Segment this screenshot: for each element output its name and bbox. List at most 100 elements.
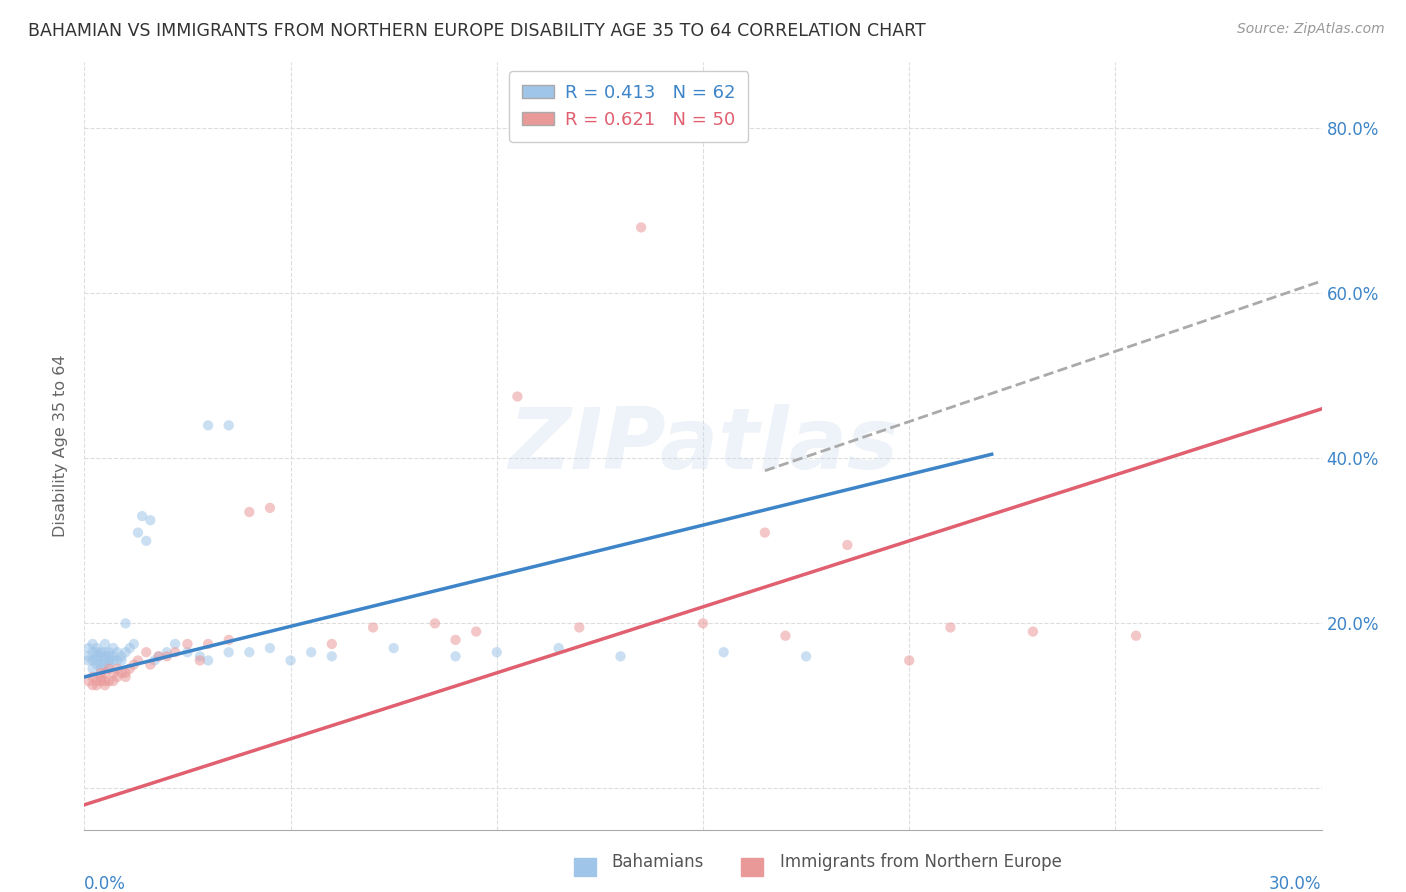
Point xyxy=(165,637,187,651)
Point xyxy=(280,653,302,667)
Point xyxy=(238,645,260,659)
Point xyxy=(197,637,219,651)
Point xyxy=(105,670,128,684)
Point xyxy=(423,616,446,631)
Point xyxy=(82,653,104,667)
Point xyxy=(90,649,112,664)
Point xyxy=(775,629,797,643)
Point xyxy=(82,670,104,684)
Point xyxy=(98,645,121,659)
Point xyxy=(568,620,591,634)
Point xyxy=(118,641,141,656)
Point xyxy=(98,662,121,676)
Point xyxy=(754,525,776,540)
Point xyxy=(98,657,121,672)
Point xyxy=(98,674,121,689)
Point xyxy=(165,645,187,659)
Point xyxy=(77,674,100,689)
Point xyxy=(218,645,240,659)
Point xyxy=(143,653,166,667)
Point xyxy=(156,649,179,664)
Point xyxy=(547,641,569,656)
Point xyxy=(218,418,240,433)
Point xyxy=(90,665,112,680)
Point xyxy=(176,645,198,659)
Point xyxy=(197,418,219,433)
Point xyxy=(118,662,141,676)
Point xyxy=(218,632,240,647)
Point xyxy=(382,641,405,656)
Point xyxy=(794,649,817,664)
Point xyxy=(444,649,467,664)
Point xyxy=(90,645,112,659)
Text: 30.0%: 30.0% xyxy=(1270,875,1322,892)
Point xyxy=(82,662,104,676)
Point xyxy=(94,665,117,680)
Point xyxy=(122,637,145,651)
Point xyxy=(188,649,211,664)
Text: 0.0%: 0.0% xyxy=(84,875,127,892)
Point xyxy=(114,645,136,659)
Point xyxy=(321,649,343,664)
Point xyxy=(299,645,322,659)
Point xyxy=(86,653,108,667)
Point xyxy=(90,674,112,689)
Point xyxy=(94,645,117,659)
Point xyxy=(94,649,117,664)
Point xyxy=(837,538,859,552)
Point xyxy=(103,649,125,664)
Point xyxy=(131,509,153,524)
Point xyxy=(110,665,132,680)
Point xyxy=(82,645,104,659)
Text: Immigrants from Northern Europe: Immigrants from Northern Europe xyxy=(780,853,1062,871)
Point xyxy=(139,513,162,527)
Text: Bahamians: Bahamians xyxy=(612,853,704,871)
Point xyxy=(1022,624,1045,639)
Point xyxy=(86,674,108,689)
Point xyxy=(156,645,179,659)
Point xyxy=(86,641,108,656)
Text: Source: ZipAtlas.com: Source: ZipAtlas.com xyxy=(1237,22,1385,37)
Point xyxy=(98,649,121,664)
Text: ZIPatlas: ZIPatlas xyxy=(508,404,898,488)
Legend: R = 0.413   N = 62, R = 0.621   N = 50: R = 0.413 N = 62, R = 0.621 N = 50 xyxy=(509,71,748,142)
Point xyxy=(148,649,170,664)
Point xyxy=(94,637,117,651)
Point xyxy=(90,657,112,672)
Point xyxy=(506,390,529,404)
Point xyxy=(713,645,735,659)
Point xyxy=(465,624,488,639)
Point xyxy=(110,649,132,664)
Y-axis label: Disability Age 35 to 64: Disability Age 35 to 64 xyxy=(53,355,69,537)
Point xyxy=(127,525,149,540)
Point xyxy=(485,645,508,659)
Point xyxy=(94,678,117,692)
Point xyxy=(110,653,132,667)
Point xyxy=(238,505,260,519)
Point xyxy=(630,220,652,235)
Point xyxy=(105,662,128,676)
Point xyxy=(77,641,100,656)
Point xyxy=(90,662,112,676)
Point xyxy=(114,616,136,631)
Point xyxy=(77,653,100,667)
Point xyxy=(939,620,962,634)
Point xyxy=(98,653,121,667)
Point xyxy=(94,653,117,667)
Point xyxy=(94,674,117,689)
Point xyxy=(898,653,921,667)
Text: BAHAMIAN VS IMMIGRANTS FROM NORTHERN EUROPE DISABILITY AGE 35 TO 64 CORRELATION : BAHAMIAN VS IMMIGRANTS FROM NORTHERN EUR… xyxy=(28,22,927,40)
Point xyxy=(105,653,128,667)
Point xyxy=(135,533,157,548)
Point xyxy=(122,657,145,672)
Point xyxy=(105,645,128,659)
Point xyxy=(259,500,281,515)
Point xyxy=(103,665,125,680)
Point xyxy=(139,657,162,672)
Point xyxy=(259,641,281,656)
Point xyxy=(176,637,198,651)
Point xyxy=(86,678,108,692)
Point xyxy=(90,670,112,684)
Point xyxy=(82,637,104,651)
Point xyxy=(94,657,117,672)
